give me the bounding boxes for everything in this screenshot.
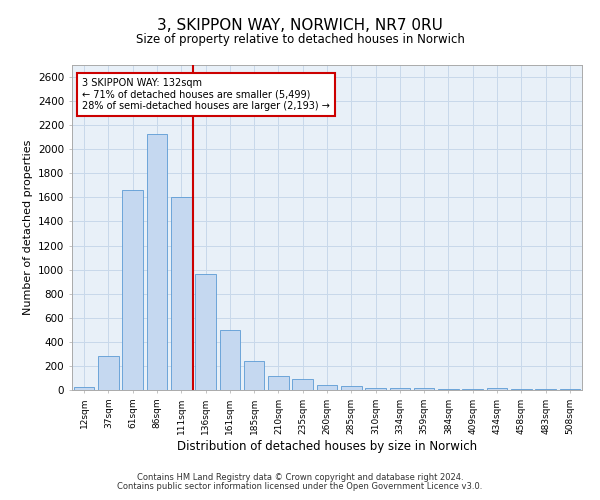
Bar — [74, 387, 94, 390]
Bar — [195, 274, 216, 390]
Bar — [146, 134, 167, 390]
Bar — [414, 388, 434, 390]
Bar — [389, 388, 410, 390]
X-axis label: Distribution of detached houses by size in Norwich: Distribution of detached houses by size … — [177, 440, 477, 452]
Text: Contains public sector information licensed under the Open Government Licence v3: Contains public sector information licen… — [118, 482, 482, 491]
Bar — [487, 388, 508, 390]
Bar — [171, 198, 191, 390]
Text: Size of property relative to detached houses in Norwich: Size of property relative to detached ho… — [136, 32, 464, 46]
Text: 3, SKIPPON WAY, NORWICH, NR7 0RU: 3, SKIPPON WAY, NORWICH, NR7 0RU — [157, 18, 443, 32]
Bar — [244, 360, 265, 390]
Bar — [122, 190, 143, 390]
Bar — [365, 388, 386, 390]
Bar — [292, 378, 313, 390]
Y-axis label: Number of detached properties: Number of detached properties — [23, 140, 32, 315]
Bar — [98, 356, 119, 390]
Bar — [268, 376, 289, 390]
Bar — [341, 386, 362, 390]
Bar — [220, 330, 240, 390]
Bar — [317, 385, 337, 390]
Text: Contains HM Land Registry data © Crown copyright and database right 2024.: Contains HM Land Registry data © Crown c… — [137, 472, 463, 482]
Text: 3 SKIPPON WAY: 132sqm
← 71% of detached houses are smaller (5,499)
28% of semi-d: 3 SKIPPON WAY: 132sqm ← 71% of detached … — [82, 78, 330, 111]
